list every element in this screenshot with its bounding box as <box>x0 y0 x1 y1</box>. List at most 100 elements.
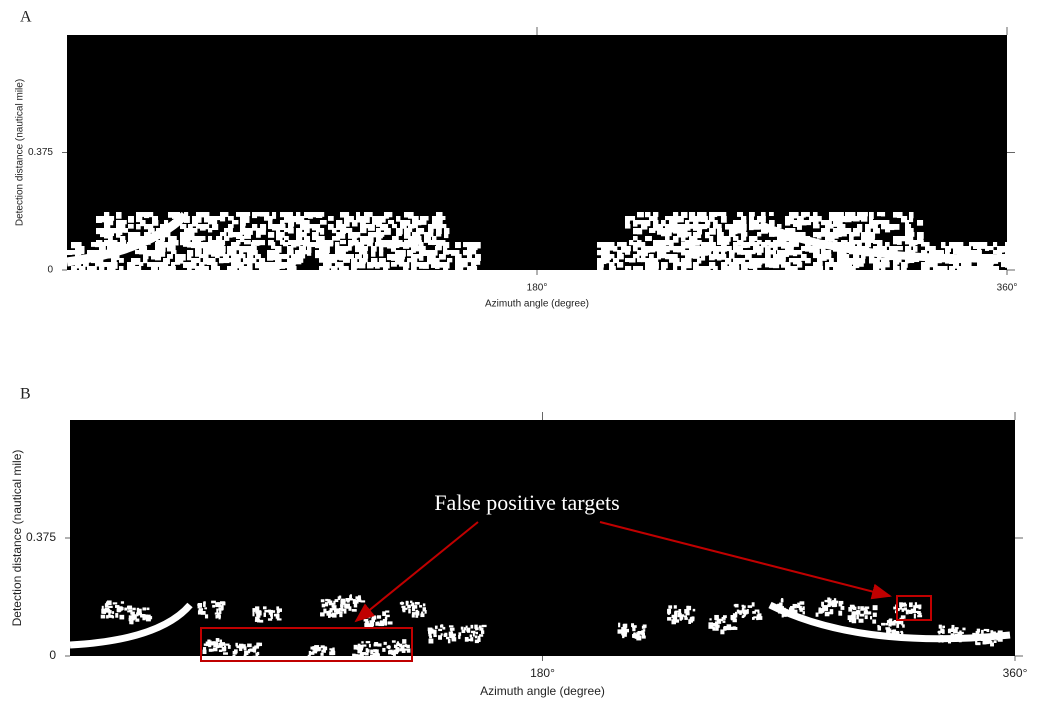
clutter <box>224 212 228 217</box>
clutter <box>885 262 890 267</box>
clutter <box>737 228 741 233</box>
clutter <box>314 656 318 658</box>
clutter <box>962 632 964 634</box>
clutter <box>251 246 257 251</box>
clutter <box>332 603 334 608</box>
clutter <box>239 644 243 649</box>
clutter <box>112 611 114 614</box>
clutter <box>723 620 726 623</box>
clutter <box>1005 262 1011 268</box>
clutter <box>617 242 622 247</box>
clutter <box>937 266 941 273</box>
clutter <box>805 266 809 273</box>
clutter <box>252 608 255 612</box>
clutter <box>681 236 685 242</box>
clutter <box>375 653 380 656</box>
clutter <box>419 605 422 607</box>
clutter <box>120 220 127 224</box>
clutter <box>321 599 325 602</box>
clutter <box>438 629 442 631</box>
clutter <box>383 266 388 271</box>
clutter <box>348 232 353 239</box>
clutter <box>403 649 407 651</box>
clutter <box>363 254 368 259</box>
clutter <box>221 642 225 646</box>
clutter <box>817 266 823 271</box>
clutter <box>396 232 402 236</box>
clutter <box>325 647 327 650</box>
clutter <box>95 262 100 267</box>
clutter <box>649 254 654 259</box>
clutter <box>629 216 635 221</box>
clutter <box>941 266 948 272</box>
clutter <box>991 631 996 633</box>
clutter <box>276 606 279 610</box>
clutter <box>860 606 864 611</box>
clutter <box>141 614 145 617</box>
clutter <box>657 228 661 235</box>
clutter <box>470 637 473 641</box>
clutter <box>624 629 629 632</box>
clutter <box>976 642 981 645</box>
clutter <box>865 615 868 619</box>
clutter <box>75 242 82 246</box>
clutter <box>885 242 890 247</box>
clutter <box>172 236 177 240</box>
clutter <box>374 642 378 646</box>
clutter <box>247 644 252 648</box>
clutter <box>625 266 631 273</box>
clutter <box>673 212 678 217</box>
clutter <box>345 604 349 609</box>
clutter <box>642 626 646 629</box>
clutter <box>466 629 470 631</box>
clutter <box>396 648 399 653</box>
clutter <box>416 236 421 241</box>
clutter <box>440 216 445 220</box>
clutter <box>259 258 265 262</box>
clutter <box>785 242 789 247</box>
clutter <box>231 250 237 255</box>
clutter <box>386 646 390 649</box>
clutter <box>135 266 141 271</box>
clutter <box>733 228 738 234</box>
clutter <box>673 258 680 263</box>
clutter <box>87 266 91 270</box>
clutter <box>701 254 705 261</box>
panel-label: B <box>20 386 31 403</box>
clutter <box>609 254 614 259</box>
clutter <box>264 613 266 617</box>
clutter <box>370 650 373 655</box>
clutter <box>380 232 384 237</box>
clutter <box>976 631 980 635</box>
clutter <box>216 609 218 614</box>
clutter <box>411 602 414 604</box>
clutter <box>283 242 288 246</box>
clutter <box>645 266 649 273</box>
clutter <box>375 649 379 653</box>
clutter <box>208 645 211 647</box>
clutter <box>909 216 913 222</box>
clutter <box>856 615 859 619</box>
clutter <box>853 232 860 236</box>
clutter <box>782 608 786 610</box>
clutter <box>735 612 737 617</box>
annotation: False positive targets <box>434 490 619 515</box>
clutter <box>693 224 697 231</box>
clutter <box>684 615 687 617</box>
clutter <box>299 246 306 250</box>
clutter <box>653 216 658 221</box>
clutter <box>137 609 142 614</box>
clutter <box>752 617 755 620</box>
clutter <box>360 224 364 228</box>
clutter <box>244 655 246 659</box>
clutter <box>959 639 962 642</box>
clutter <box>779 603 782 607</box>
panels: A00.375180°360°Azimuth angle (degree)Det… <box>10 9 1027 699</box>
clutter <box>300 216 304 220</box>
clutter <box>673 615 678 620</box>
clutter <box>475 635 477 638</box>
clutter <box>336 608 339 610</box>
clutter <box>730 615 733 620</box>
clutter <box>355 601 358 604</box>
clutter <box>436 212 443 216</box>
